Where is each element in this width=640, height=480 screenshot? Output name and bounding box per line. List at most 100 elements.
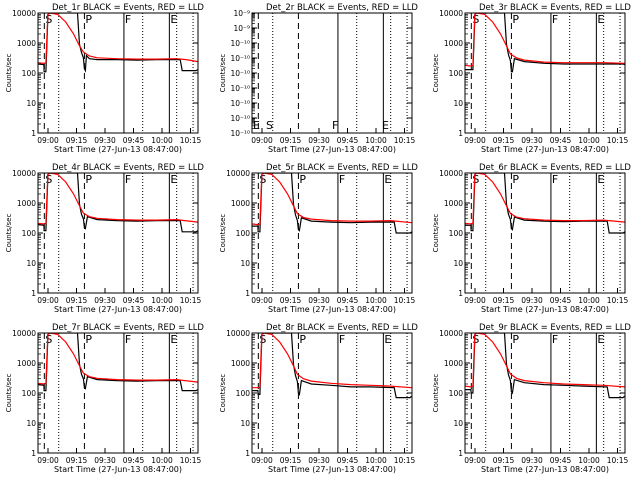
phase-marker-letter: P: [512, 13, 519, 26]
y-tick-label: 1000: [444, 359, 463, 368]
phase-marker-letter: E: [597, 333, 604, 346]
x-axis-label: Start Time (27-Jun-13 08:47:00): [481, 305, 609, 314]
x-tick-label: 09:30: [308, 456, 330, 465]
x-tick-label: 09:45: [550, 296, 572, 305]
phase-marker-letter: E: [597, 173, 604, 186]
phase-marker-letter: S: [45, 333, 52, 346]
panel-title: Det_7r BLACK = Events, RED = LLD: [52, 323, 204, 333]
x-axis-label: Start Time (27-Jun-13 08:47:00): [54, 305, 182, 314]
x-tick-label: 09:00: [464, 296, 486, 305]
phase-marker-letter: F: [125, 13, 131, 26]
x-tick-label: 09:00: [37, 136, 59, 145]
y-tick-label: 10: [240, 259, 250, 268]
y-axis-label: Counts/sec: [5, 374, 13, 413]
x-tick-label: 09:00: [37, 296, 59, 305]
panel-det-6: Det_6r BLACK = Events, RED = LLD Counts/s…: [432, 163, 631, 314]
x-tick-label: 09:00: [464, 136, 486, 145]
y-tick-label: 1000: [17, 39, 36, 48]
x-tick-label: 09:00: [464, 456, 486, 465]
phase-marker-letter: E: [170, 333, 177, 346]
plot-frame: [37, 332, 199, 454]
phase-marker-letter: E: [253, 119, 260, 132]
x-tick-label: 09:30: [94, 136, 116, 145]
x-tick-label: 09:15: [66, 296, 88, 305]
x-axis-label: Start Time (27-Jun-13 08:47:00): [268, 305, 396, 314]
panel-title: Det_9r BLACK = Events, RED = LLD: [479, 323, 631, 333]
series-lld-line: [465, 333, 625, 388]
panel-title: Det_6r BLACK = Events, RED = LLD: [479, 163, 631, 173]
y-tick-label: 10⁻⁹: [233, 9, 250, 18]
y-axis-label: Counts/sec: [5, 214, 13, 253]
phase-marker-letter: F: [332, 119, 338, 132]
y-tick-label: 10000: [12, 329, 36, 338]
panel-det-4: Det_4r BLACK = Events, RED = LLD Counts/s…: [5, 163, 204, 314]
x-tick-label: 09:45: [550, 136, 572, 145]
phase-marker-letter: P: [85, 13, 92, 26]
phase-marker-letter: S: [259, 173, 266, 186]
y-tick-label: 10⁻¹⁰: [230, 84, 250, 93]
y-tick-label: 1: [458, 289, 463, 298]
y-tick-label: 1000: [444, 199, 463, 208]
phase-marker-letter: S: [472, 13, 479, 26]
y-tick-label: 10: [453, 419, 463, 428]
x-tick-label: 09:15: [493, 296, 515, 305]
x-tick-label: 09:45: [123, 456, 145, 465]
y-tick-label: 10⁻¹⁰: [230, 114, 250, 123]
y-tick-label: 10000: [439, 9, 463, 18]
phase-marker-letter: S: [259, 333, 266, 346]
panel-det-2: Det_2r BLACK = Events, RED = LLD Counts/s…: [219, 3, 418, 154]
x-tick-label: 10:00: [151, 136, 173, 145]
x-tick-label: 09:00: [251, 456, 273, 465]
y-tick-label: 1: [245, 449, 250, 458]
y-tick-label: 1000: [17, 199, 36, 208]
y-tick-label: 10000: [12, 9, 36, 18]
y-tick-label: 100: [22, 389, 37, 398]
plot-frame: [464, 172, 626, 294]
y-tick-label: 100: [449, 389, 464, 398]
panel-title: Det_8r BLACK = Events, RED = LLD: [266, 323, 418, 333]
panel-det-9: Det_9r BLACK = Events, RED = LLD Counts/s…: [432, 323, 631, 474]
y-tick-label: 10⁻⁹: [233, 24, 250, 33]
x-tick-label: 10:00: [365, 456, 387, 465]
x-axis-label: Start Time (27-Jun-13 08:47:00): [54, 465, 182, 474]
x-tick-label: 09:45: [337, 456, 359, 465]
y-tick-label: 1: [245, 289, 250, 298]
phase-marker-letter: E: [597, 13, 604, 26]
y-tick-label: 100: [236, 229, 251, 238]
series-lld-line: [465, 13, 625, 67]
y-tick-label: 10: [453, 99, 463, 108]
phase-marker-letter: E: [382, 119, 389, 132]
y-tick-label: 10⁻¹⁰: [230, 39, 250, 48]
x-tick-label: 10:00: [578, 296, 600, 305]
panel-det-1: Det_1r BLACK = Events, RED = LLD Counts/s…: [5, 3, 204, 154]
x-tick-label: 09:30: [308, 136, 330, 145]
x-tick-label: 10:15: [607, 136, 629, 145]
y-tick-label: 1: [458, 129, 463, 138]
x-tick-label: 09:15: [280, 136, 302, 145]
series-lld-line: [252, 173, 412, 226]
phase-marker-letter: S: [266, 119, 273, 132]
y-tick-label: 10000: [439, 329, 463, 338]
y-axis-label: Counts/sec: [219, 374, 227, 413]
x-tick-label: 10:00: [578, 136, 600, 145]
x-tick-label: 10:15: [394, 136, 416, 145]
x-tick-label: 09:30: [521, 136, 543, 145]
x-tick-label: 10:15: [607, 296, 629, 305]
phase-marker-letter: P: [299, 173, 306, 186]
panel-title: Det_4r BLACK = Events, RED = LLD: [52, 163, 204, 173]
series-lld-line: [465, 173, 625, 225]
y-tick-label: 1: [31, 129, 36, 138]
x-tick-label: 09:15: [66, 456, 88, 465]
x-tick-label: 09:15: [280, 456, 302, 465]
phase-marker-letter: E: [170, 13, 177, 26]
x-tick-label: 09:30: [94, 296, 116, 305]
series-lld-line: [38, 13, 198, 64]
panel-title: Det_2r BLACK = Events, RED = LLD: [266, 3, 418, 13]
y-tick-label: 10000: [226, 329, 250, 338]
phase-marker-letter: F: [125, 173, 131, 186]
y-axis-label: Counts/sec: [432, 214, 440, 253]
x-tick-label: 09:45: [337, 296, 359, 305]
x-tick-label: 09:15: [66, 136, 88, 145]
y-tick-label: 1000: [444, 39, 463, 48]
